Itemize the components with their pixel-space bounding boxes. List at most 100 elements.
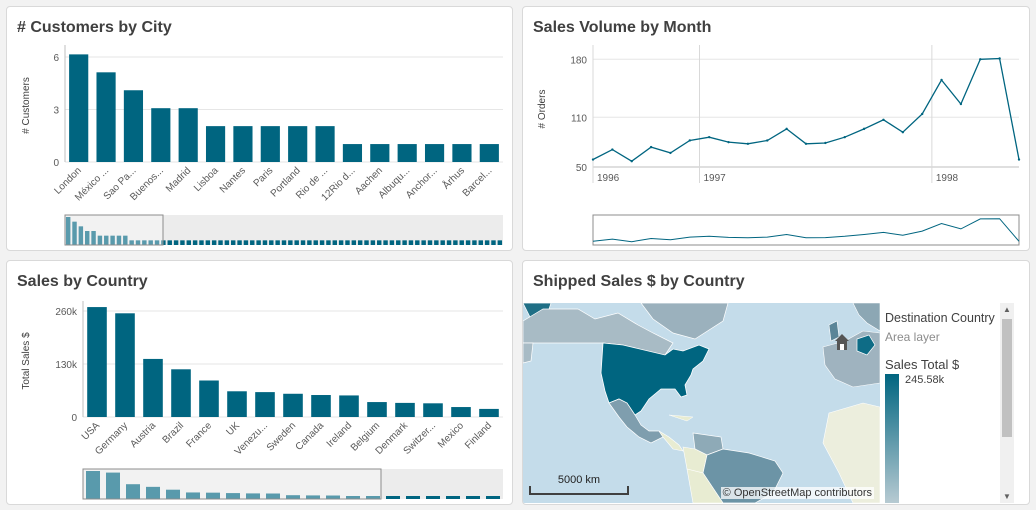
customers-by-city-panel[interactable]: # Customers by City 6 3 0 # Customers London… [6, 6, 513, 251]
bar[interactable] [451, 407, 471, 417]
series-line[interactable] [592, 57, 1020, 162]
minimap-bar [426, 496, 440, 499]
sales-volume-chart[interactable]: 180 110 50 # Orders 1996 1997 1998 [523, 7, 1030, 251]
region-scandinavia[interactable] [852, 303, 880, 332]
country-germany[interactable] [856, 334, 876, 356]
sales-volume-by-month-panel[interactable]: Sales Volume by Month 180 110 50 # Orders 19… [522, 6, 1030, 251]
bar[interactable] [199, 380, 219, 417]
bar[interactable] [315, 126, 335, 162]
y-tick-label: 3 [53, 106, 59, 117]
y-tick-label: 110 [571, 113, 587, 124]
sales-by-country-panel[interactable]: Sales by Country 260k 130k 0 Total Sales $ U… [6, 260, 513, 505]
minimap-selection[interactable] [64, 214, 164, 246]
map-attribution-link[interactable]: © OpenStreetMap contributors [720, 487, 874, 499]
minimap-bar [226, 493, 240, 499]
bar[interactable] [233, 126, 253, 162]
minimap-selection[interactable] [82, 468, 382, 500]
x-tick-label: USA [80, 420, 103, 443]
minimap-bar [491, 240, 496, 245]
bar[interactable] [311, 395, 331, 417]
country-greenland[interactable] [640, 303, 729, 340]
minimap-bar [351, 240, 357, 245]
legend-subtitle: Area layer [885, 330, 940, 344]
minimap-bar [154, 240, 160, 245]
bar[interactable] [283, 393, 303, 417]
bar[interactable] [178, 108, 198, 162]
minimap-bar [465, 240, 471, 245]
minimap-bar [446, 496, 460, 499]
bar[interactable] [151, 108, 171, 162]
minimap-bar [262, 240, 268, 245]
data-point [882, 118, 885, 121]
bar[interactable] [424, 144, 445, 162]
data-point [688, 139, 692, 142]
data-point [959, 102, 963, 106]
bar[interactable] [397, 144, 417, 162]
minimap-frame [592, 214, 1020, 246]
bar[interactable] [87, 307, 107, 417]
bar[interactable] [452, 144, 472, 162]
minimap-bar [357, 240, 363, 245]
home-icon[interactable] [834, 333, 850, 351]
bar[interactable] [479, 144, 499, 162]
bar[interactable] [227, 391, 247, 417]
country-alaska[interactable] [523, 342, 534, 364]
bar[interactable] [69, 54, 89, 162]
bar[interactable] [479, 408, 499, 417]
minimap-bar [186, 492, 200, 499]
map-canvas[interactable]: 5000 km © OpenStreetMap contributors [523, 303, 880, 503]
minimap-bar [91, 231, 96, 245]
data-point [920, 112, 924, 116]
minimap-bar [230, 240, 236, 245]
minimap-bar [211, 240, 217, 245]
x-tick-label: Brazil [161, 420, 186, 445]
legend-title: Destination Country [885, 311, 995, 325]
shipped-sales-map-panel[interactable]: Shipped Sales $ by Country [522, 260, 1030, 505]
triangle-down-icon[interactable]: ▼ [1003, 492, 1011, 501]
bar[interactable] [288, 126, 308, 162]
bar[interactable] [339, 395, 359, 417]
minimap-bar [116, 235, 122, 245]
bar[interactable] [423, 403, 443, 417]
bar[interactable] [123, 90, 144, 162]
bar[interactable] [205, 126, 226, 162]
minimap-bar [192, 240, 198, 245]
legend-scrollbar[interactable]: ▲ ▼ [1000, 303, 1014, 503]
minimap-bar [246, 493, 260, 499]
minimap-bar [472, 240, 477, 245]
minimap-bar [206, 492, 220, 499]
minimap-bar [237, 240, 242, 245]
panel-title: Sales Volume by Month [533, 19, 712, 36]
bar[interactable] [395, 402, 415, 417]
scrollbar-thumb[interactable] [1002, 319, 1012, 437]
minimap-bar [173, 240, 179, 245]
bar[interactable] [171, 369, 191, 417]
minimap-bar [307, 240, 312, 245]
bar[interactable] [143, 358, 163, 417]
minimap-bar [269, 240, 274, 245]
minimap-bar [106, 472, 120, 499]
bar[interactable] [370, 144, 390, 162]
triangle-up-icon[interactable]: ▲ [1003, 305, 1011, 314]
minimap-bar [345, 240, 350, 245]
bar[interactable] [367, 402, 387, 417]
minimap-bar [146, 486, 160, 499]
bar[interactable] [260, 126, 280, 162]
data-point [727, 140, 730, 144]
minimap-bar [346, 496, 360, 499]
bar[interactable] [115, 313, 135, 417]
minimap-bar [478, 240, 484, 245]
data-point [611, 148, 614, 151]
minimap-bar [180, 240, 185, 245]
minimap-bar [250, 240, 255, 245]
minimap-bar [224, 240, 230, 245]
minimap-bar [440, 240, 445, 245]
minimap-bar [383, 240, 388, 245]
bar[interactable] [342, 144, 363, 162]
bar[interactable] [96, 72, 116, 162]
bar[interactable] [255, 392, 275, 417]
minimap-bar [78, 226, 84, 245]
minimap-bar [300, 240, 306, 245]
